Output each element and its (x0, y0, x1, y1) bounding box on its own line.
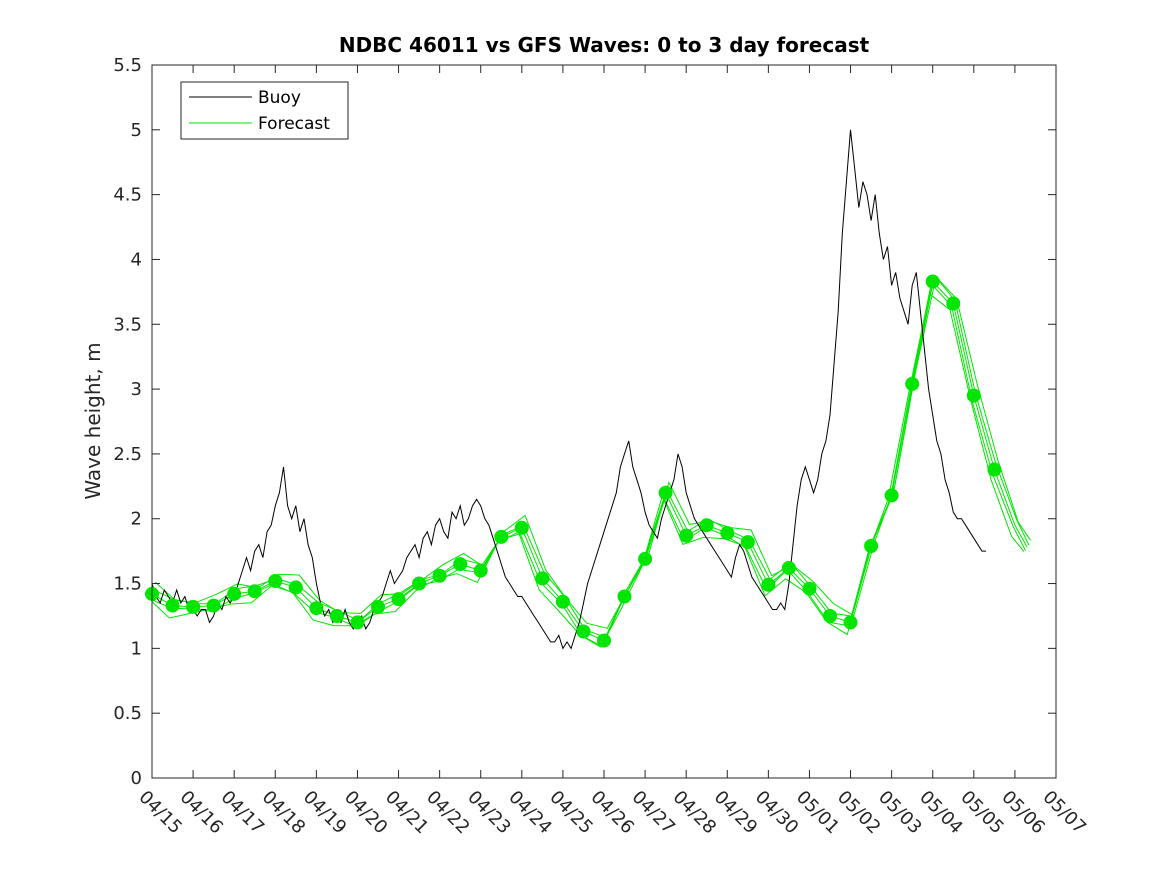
y-tick-label: 2.5 (113, 444, 142, 465)
y-tick-label: 4 (131, 249, 142, 270)
y-tick-label: 0.5 (113, 703, 142, 724)
analysis-point (720, 526, 735, 540)
analysis-point (227, 586, 242, 601)
y-tick-label: 2 (131, 509, 142, 530)
analysis-point (658, 485, 673, 500)
analysis-point (268, 574, 283, 588)
analysis-point (514, 520, 529, 535)
analysis-point (699, 518, 714, 533)
analysis-point (432, 568, 447, 583)
analysis-point (761, 577, 776, 592)
analysis-point (371, 599, 385, 614)
legend-label-buoy: Buoy (258, 88, 301, 108)
analysis-point (165, 598, 180, 613)
analysis-point (946, 296, 961, 311)
forecast-line-1 (151, 292, 1025, 648)
analysis-point (638, 551, 653, 566)
analysis-point (350, 615, 365, 630)
analysis-point (453, 557, 468, 572)
y-tick-label: 1 (131, 638, 142, 659)
analysis-point (823, 609, 837, 623)
analysis-point (905, 376, 920, 391)
analysis-point (494, 529, 509, 544)
analysis-point (206, 598, 221, 613)
analysis-point (966, 388, 981, 403)
analysis-point (247, 584, 262, 599)
analysis-point (987, 462, 1002, 477)
plot-area (145, 129, 1031, 650)
analysis-point (802, 581, 817, 596)
y-axis-ticks: 0 0.5 1 1.5 2 2.5 3 3.5 4 4.5 5 5.5 (113, 55, 1056, 789)
analysis-point (329, 609, 344, 623)
analysis-point (884, 488, 899, 503)
buoy-line (151, 129, 987, 650)
y-tick-label: 4.5 (113, 185, 142, 206)
y-tick-label: 3 (131, 379, 142, 400)
analysis-point (864, 539, 879, 553)
analysis-point (679, 528, 694, 543)
y-tick-label: 3.5 (113, 314, 142, 335)
legend-box (180, 81, 349, 140)
analysis-point (288, 580, 303, 595)
y-tick-label: 0 (131, 768, 142, 789)
analysis-point (925, 274, 940, 289)
analysis-point (576, 624, 591, 639)
chart-title: NDBC 46011 vs GFS Waves: 0 to 3 day fore… (339, 33, 870, 57)
analysis-point (597, 633, 611, 648)
analysis-point (781, 561, 796, 575)
y-axis-label: Wave height, m (81, 342, 105, 499)
analysis-point (843, 615, 858, 630)
y-tick-label: 1.5 (113, 574, 142, 595)
y-tick-label: 5 (131, 120, 142, 141)
analysis-point (391, 592, 406, 607)
legend: Buoy Forecast (180, 81, 349, 140)
legend-label-forecast: Forecast (258, 114, 330, 134)
y-tick-label: 5.5 (113, 55, 142, 76)
analysis-point (309, 601, 324, 616)
analysis-point (473, 563, 488, 578)
analysis-point (186, 599, 201, 614)
analysis-point (555, 594, 570, 609)
analysis-point (535, 571, 550, 586)
analysis-point (617, 589, 632, 604)
analysis-point (412, 576, 427, 591)
analysis-point (740, 535, 755, 550)
